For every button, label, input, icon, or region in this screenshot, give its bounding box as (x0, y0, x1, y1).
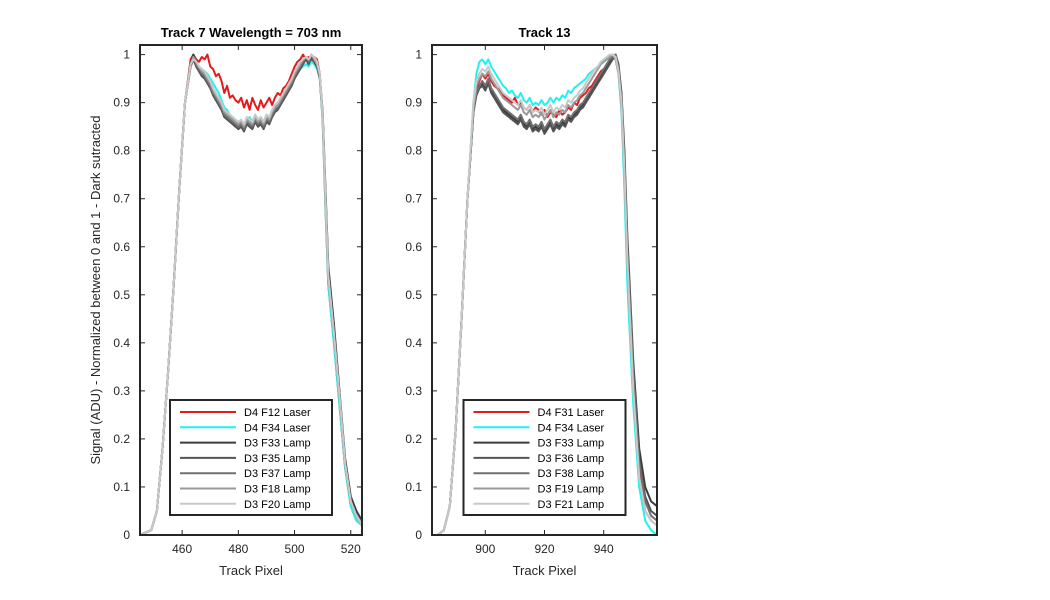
legend-label: D3 F33 Lamp (538, 438, 605, 450)
x-tick-label: 480 (228, 542, 248, 556)
y-tick-label: 0.9 (113, 96, 130, 110)
x-axis-label: Track Pixel (219, 563, 283, 578)
y-tick-label: 0.5 (405, 288, 422, 302)
legend-label: D4 F34 Laser (244, 422, 311, 434)
x-tick-label: 900 (475, 542, 495, 556)
legend-label: D3 F35 Lamp (244, 453, 311, 465)
legend-box (169, 399, 333, 516)
legend-label: D3 F19 Lamp (538, 484, 605, 496)
y-tick-label: 0 (123, 528, 130, 542)
y-tick-label: 0.8 (405, 144, 422, 158)
y-tick-label: 0.6 (405, 240, 422, 254)
x-tick-label: 520 (341, 542, 361, 556)
legend-label: D4 F31 Laser (538, 407, 605, 419)
legend-label: D3 F18 Lamp (244, 484, 311, 496)
series-lines (140, 53, 362, 535)
y-tick-label: 0.1 (405, 480, 422, 494)
plot-track-13: Track 13 900 920 940 0 0.1 0.2 0.3 0.4 0.5 0.6 0.7 0… (405, 25, 658, 578)
legend-label: D3 F38 Lamp (538, 468, 605, 480)
legend: D4 F12 Laser D4 F34 Laser D3 F33 Lamp D3 F3… (169, 399, 333, 516)
series-line-6 (432, 53, 657, 535)
y-tick-label: 0.9 (405, 96, 422, 110)
legend-label: D3 F36 Lamp (538, 453, 605, 465)
y-axis-label: Signal (ADU) - Normalized between 0 and … (88, 116, 103, 465)
y-tick-label: 0.6 (113, 240, 130, 254)
legend-label: D3 F33 Lamp (244, 438, 311, 450)
y-tick-label: 0.3 (113, 384, 130, 398)
y-tick-label: 0.3 (405, 384, 422, 398)
chart-title: Track 13 (518, 25, 570, 40)
y-tick-label: 0.2 (113, 432, 130, 446)
y-tick-label: 0.4 (113, 336, 130, 350)
axes-box (139, 44, 363, 536)
legend-label: D4 F34 Laser (538, 422, 605, 434)
legend: D4 F31 Laser D4 F34 Laser D3 F33 Lamp D3 F3… (462, 399, 627, 516)
legend-label: D3 F21 Lamp (538, 499, 605, 511)
y-tick-label: 0.7 (113, 192, 130, 206)
y-tick-label: 0.2 (405, 432, 422, 446)
x-tick-label: 460 (172, 542, 192, 556)
series-line-4 (432, 53, 657, 535)
y-tick-label: 0.8 (113, 144, 130, 158)
y-tick-label: 1 (415, 48, 422, 62)
legend-label: D3 F37 Lamp (244, 468, 311, 480)
legend-label: D3 F20 Lamp (244, 499, 311, 511)
series-line-3 (140, 56, 362, 535)
legend-label: D4 F12 Laser (244, 407, 311, 419)
y-tick-label: 0 (415, 528, 422, 542)
series-line-5 (432, 53, 657, 535)
y-tick-label: 0.7 (405, 192, 422, 206)
x-tick-label: 500 (285, 542, 305, 556)
x-axis-label: Track Pixel (513, 563, 577, 578)
plot-track-7: Track 7 Wavelength = 703 nm 460 480 500 520 0… (113, 25, 363, 578)
y-tick-label: 1 (123, 48, 130, 62)
x-tick-label: 940 (594, 542, 614, 556)
series-line-6 (140, 53, 362, 535)
y-tick-label: 0.5 (113, 288, 130, 302)
y-tick-label: 0.1 (113, 480, 130, 494)
x-tick-label: 920 (534, 542, 554, 556)
series-line-3 (432, 56, 657, 535)
chart-title: Track 7 Wavelength = 703 nm (161, 25, 342, 40)
series-line-2 (432, 53, 657, 535)
y-tick-label: 0.4 (405, 336, 422, 350)
series-lines (432, 53, 657, 535)
